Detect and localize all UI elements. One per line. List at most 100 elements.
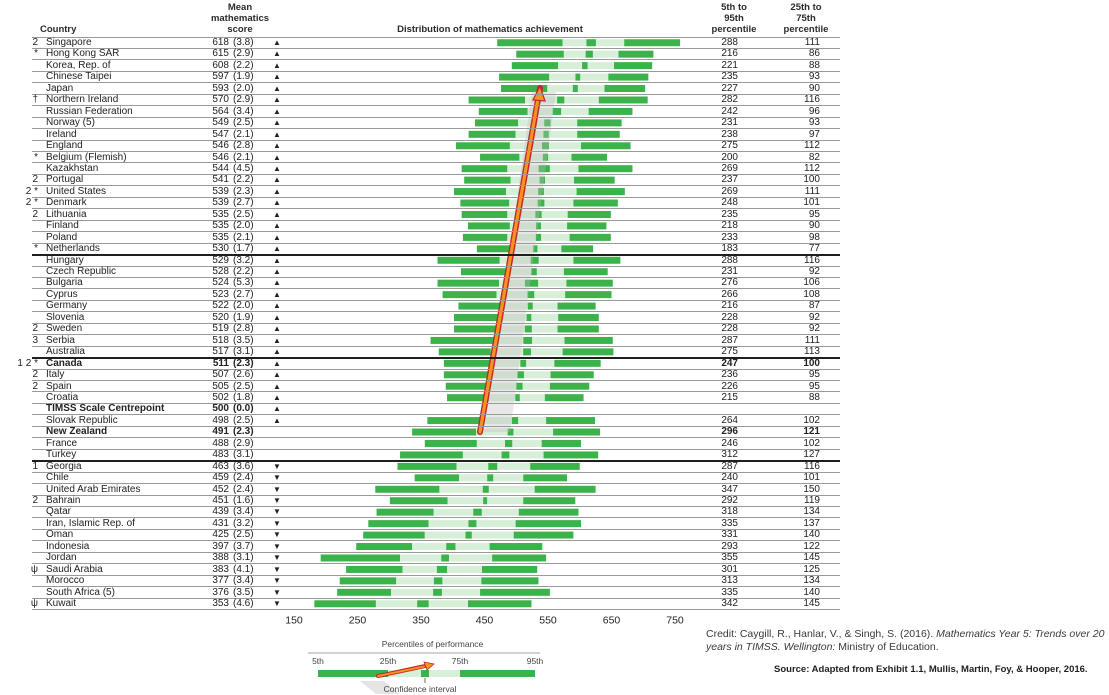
bar-25th-75th: [424, 531, 514, 539]
row-se: (2.5): [233, 380, 254, 392]
row-divider: [32, 597, 840, 599]
row-country: Denmark: [46, 197, 87, 209]
row-se: (3.6): [233, 460, 254, 472]
row-range-25-75: 92: [808, 311, 820, 323]
bar-25th-75th: [433, 508, 519, 516]
row-se: (2.1): [233, 151, 254, 163]
down-triangle-icon: ▼: [273, 576, 281, 586]
row-range-25-75: 96: [808, 105, 820, 117]
row-range-25-75: 100: [803, 174, 820, 186]
bar-75th-95th: [549, 382, 590, 390]
bar-5th-25th: [458, 302, 503, 310]
row-country: Serbia: [46, 334, 75, 346]
row-range-5-95: 276: [721, 277, 738, 289]
bar-25th-75th: [490, 359, 555, 367]
row-range-25-75: 150: [803, 483, 820, 495]
row-note: 2 *: [25, 185, 38, 197]
bar-confidence-interval: [552, 107, 562, 115]
row-country: Iran, Islamic Rep. of: [46, 517, 135, 529]
row-mean: 522: [212, 300, 229, 312]
up-triangle-icon: ▲: [273, 106, 281, 116]
row-mean: 388: [212, 552, 229, 564]
bar-75th-95th: [567, 222, 607, 230]
row-divider: [32, 128, 840, 130]
row-range-25-75: 86: [808, 48, 820, 60]
legend-arrow-shaft: [377, 665, 425, 677]
up-triangle-icon: ▲: [273, 267, 281, 276]
bar-75th-95th: [618, 50, 654, 58]
row-range-25-75: 95: [808, 380, 820, 392]
up-triangle-icon: ▲: [273, 83, 281, 93]
up-triangle-icon: ▲: [273, 72, 281, 82]
row-range-5-95: 246: [721, 437, 738, 449]
bar-75th-95th: [576, 188, 625, 196]
row-se: (3.2): [233, 254, 254, 266]
row-mean: 546: [212, 140, 229, 152]
row-range-25-75: 90: [808, 220, 820, 232]
row-mean: 507: [212, 369, 229, 381]
bar-25th-75th: [481, 417, 547, 425]
row-range-25-75: 122: [803, 540, 820, 552]
row-mean: 539: [212, 185, 229, 197]
row-country: Norway (5): [46, 117, 95, 129]
bar-75th-95th: [554, 359, 601, 367]
bar-75th-95th: [573, 256, 621, 264]
row-range-25-75: 93: [808, 71, 820, 83]
row-country: Korea, Rep. of: [46, 59, 111, 71]
bar-5th-25th: [356, 543, 413, 551]
row-country: Czech Republic: [46, 266, 117, 277]
bar-75th-95th: [467, 600, 532, 608]
bar-25th-75th: [547, 85, 605, 93]
row-divider: [32, 551, 840, 553]
up-triangle-icon: ▲: [273, 186, 281, 196]
row-note: 3: [32, 334, 38, 346]
up-triangle-icon: ▲: [273, 198, 281, 208]
up-triangle-icon: ▲: [273, 301, 281, 311]
bar-confidence-interval: [537, 199, 545, 207]
row-note: *: [34, 151, 38, 163]
row-country: France: [46, 437, 78, 449]
credit-prefix: Credit: Caygill, R., Hanlar, V., & Singh…: [706, 628, 937, 640]
legend-ci-bar: [421, 670, 429, 677]
bar-75th-95th: [557, 302, 596, 310]
row-divider: [32, 345, 840, 347]
bar-confidence-interval: [483, 497, 488, 505]
bar-75th-95th: [562, 348, 614, 356]
bar-5th-25th: [437, 279, 500, 287]
down-triangle-icon: ▼: [273, 484, 281, 494]
bar-25th-75th: [527, 107, 589, 115]
row-range-25-75: 112: [804, 162, 820, 174]
row-range-25-75: 121: [803, 426, 820, 438]
row-mean: 397: [212, 540, 229, 552]
row-note: 2: [32, 208, 38, 220]
row-mean: 528: [212, 266, 229, 277]
row-country: New Zealand: [46, 426, 108, 438]
row-note: *: [34, 243, 38, 255]
row-mean: 511: [212, 357, 229, 369]
row-country: Ireland: [46, 128, 77, 140]
bar-5th-25th: [400, 451, 463, 459]
bar-confidence-interval: [487, 474, 494, 482]
row-mean: 544: [212, 162, 229, 174]
row-se: (2.7): [233, 197, 254, 209]
row-divider: [32, 391, 840, 393]
x-tick-label: 450: [476, 615, 494, 627]
bar-confidence-interval: [501, 451, 510, 459]
bar-confidence-interval: [535, 233, 542, 241]
bar-5th-25th: [476, 245, 513, 253]
bar-5th-25th: [314, 600, 376, 608]
bar-75th-95th: [561, 245, 594, 253]
bar-5th-25th: [430, 336, 495, 344]
bar-75th-95th: [588, 107, 633, 115]
row-range-25-75: 97: [808, 128, 820, 140]
row-range-5-95: 183: [721, 243, 738, 255]
row-range-25-75: 116: [804, 460, 820, 472]
x-tick-label: 350: [412, 615, 430, 627]
row-mean: 535: [212, 220, 229, 232]
row-divider: [32, 116, 840, 118]
bar-5th-25th: [461, 165, 508, 173]
row-se: (2.4): [233, 472, 254, 484]
row-note: 2: [32, 380, 38, 392]
bar-confidence-interval: [531, 268, 537, 276]
row-mean: 505: [212, 380, 229, 392]
